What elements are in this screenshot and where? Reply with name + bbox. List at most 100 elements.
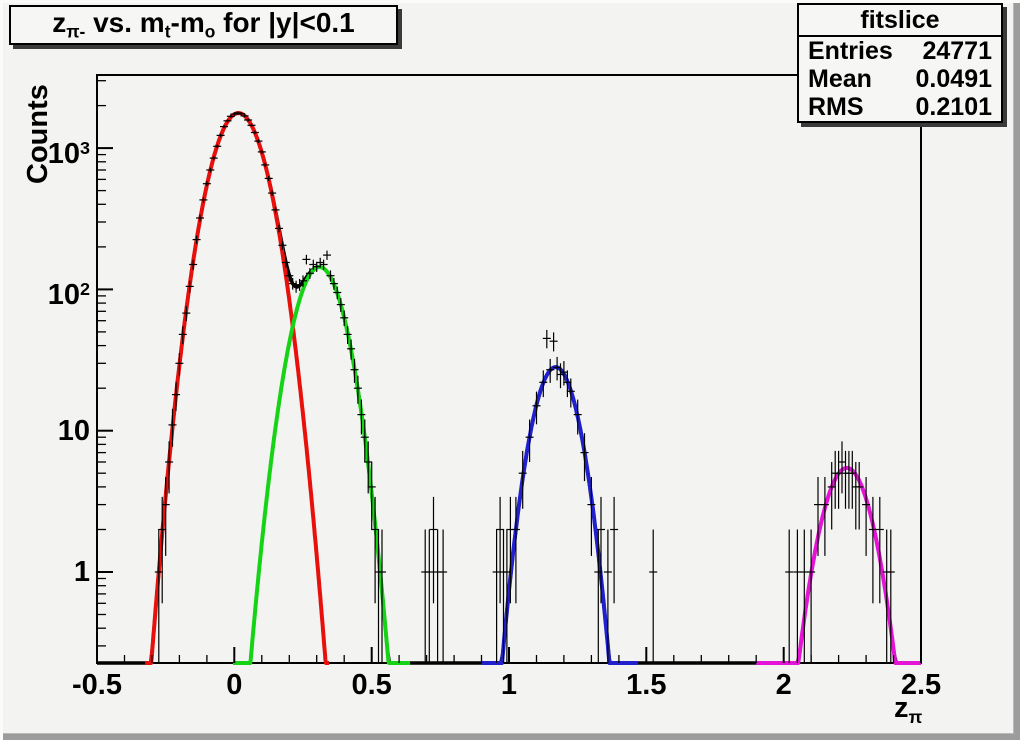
data-point bbox=[261, 162, 270, 168]
data-point bbox=[281, 257, 290, 268]
data-point bbox=[433, 529, 442, 663]
data-point bbox=[220, 125, 228, 129]
data-point bbox=[175, 353, 184, 376]
data-point bbox=[848, 450, 857, 509]
data-point bbox=[340, 310, 349, 326]
data-point bbox=[305, 268, 314, 279]
data-point bbox=[549, 332, 558, 352]
data-point bbox=[244, 118, 253, 122]
y-tick-label: 103 bbox=[47, 138, 90, 171]
data-point bbox=[240, 114, 249, 118]
data-point bbox=[161, 477, 170, 556]
data-point bbox=[302, 254, 311, 265]
data-point bbox=[610, 496, 619, 604]
stats-label: Mean bbox=[808, 64, 872, 93]
data-point bbox=[254, 139, 263, 143]
data-point bbox=[421, 529, 430, 663]
data-point bbox=[511, 496, 520, 604]
data-point bbox=[556, 363, 565, 389]
stats-value: 0.2101 bbox=[915, 92, 992, 121]
x-axis-title: zπ bbox=[894, 692, 922, 728]
data-point bbox=[278, 241, 287, 250]
data-point bbox=[257, 149, 266, 154]
data-point bbox=[192, 235, 201, 244]
y-tick-label: 10 bbox=[57, 414, 90, 447]
data-point bbox=[189, 259, 198, 270]
data-point bbox=[360, 419, 369, 462]
data-point bbox=[347, 339, 356, 360]
data-point bbox=[532, 391, 541, 425]
data-point bbox=[196, 214, 204, 222]
data-point bbox=[502, 529, 511, 663]
data-point bbox=[168, 408, 177, 447]
data-point bbox=[793, 529, 802, 663]
data-point bbox=[496, 496, 505, 604]
data-point bbox=[213, 144, 222, 149]
x-tick-label: 1.5 bbox=[626, 669, 667, 701]
data-point bbox=[185, 280, 194, 293]
data-point bbox=[264, 176, 273, 181]
data-point bbox=[364, 441, 373, 494]
data-point bbox=[367, 462, 376, 530]
y-tick-label: 1 bbox=[73, 556, 90, 588]
data-point bbox=[559, 361, 568, 386]
data-point bbox=[247, 123, 256, 127]
data-point bbox=[580, 433, 589, 482]
data-point bbox=[807, 529, 816, 663]
stats-label: Entries bbox=[808, 36, 893, 65]
data-point bbox=[573, 399, 582, 435]
data-point bbox=[603, 529, 612, 663]
data-point bbox=[199, 197, 208, 203]
data-point bbox=[350, 358, 359, 383]
data-point bbox=[202, 181, 211, 187]
data-point bbox=[886, 529, 895, 663]
green-fit-curve bbox=[231, 265, 412, 665]
text-segment: for |y|<0.1 bbox=[215, 7, 355, 39]
data-point bbox=[439, 529, 448, 663]
data-point bbox=[882, 529, 891, 663]
data-point bbox=[271, 206, 280, 214]
exponent: 2 bbox=[80, 279, 90, 300]
text-segment: t bbox=[164, 21, 171, 42]
text-segment: o bbox=[204, 21, 216, 42]
data-point bbox=[285, 270, 294, 282]
data-point bbox=[275, 224, 283, 233]
data-point bbox=[292, 280, 301, 293]
data-point bbox=[299, 275, 307, 287]
data-point bbox=[353, 375, 362, 404]
stats-rows: Entries 24771 Mean 0.0491 RMS 0.2101 bbox=[799, 37, 1001, 121]
data-point bbox=[834, 450, 843, 509]
data-point bbox=[841, 450, 850, 509]
data-point bbox=[875, 496, 884, 604]
data-point bbox=[587, 477, 596, 556]
data-point bbox=[518, 450, 527, 509]
data-point bbox=[371, 496, 380, 604]
data-point bbox=[209, 156, 218, 161]
x-tick-label: 0.5 bbox=[351, 669, 392, 701]
stats-label: RMS bbox=[808, 92, 864, 121]
plot-title: zπ- vs. mt-mo for |y|<0.1 bbox=[52, 7, 355, 43]
data-point bbox=[268, 190, 277, 196]
data-point bbox=[553, 356, 562, 381]
exponent: 3 bbox=[80, 138, 90, 159]
data-point bbox=[250, 130, 259, 135]
data-point bbox=[336, 298, 345, 312]
data-point bbox=[326, 270, 335, 282]
data-point bbox=[319, 259, 328, 270]
text-segment: π bbox=[908, 706, 923, 727]
x-tick-label: 2.5 bbox=[900, 669, 942, 701]
data-point bbox=[158, 496, 167, 604]
data-point bbox=[868, 496, 877, 604]
data-point bbox=[492, 529, 501, 663]
stats-value: 0.0491 bbox=[915, 64, 992, 93]
text-segment: π- bbox=[66, 21, 86, 42]
text-segment: z bbox=[52, 7, 67, 39]
data-point bbox=[223, 119, 232, 123]
data-point bbox=[539, 370, 548, 398]
stats-row: RMS 0.2101 bbox=[799, 93, 1001, 121]
data-point bbox=[216, 133, 225, 138]
data-point bbox=[542, 329, 551, 349]
text-segment: z bbox=[894, 692, 909, 724]
